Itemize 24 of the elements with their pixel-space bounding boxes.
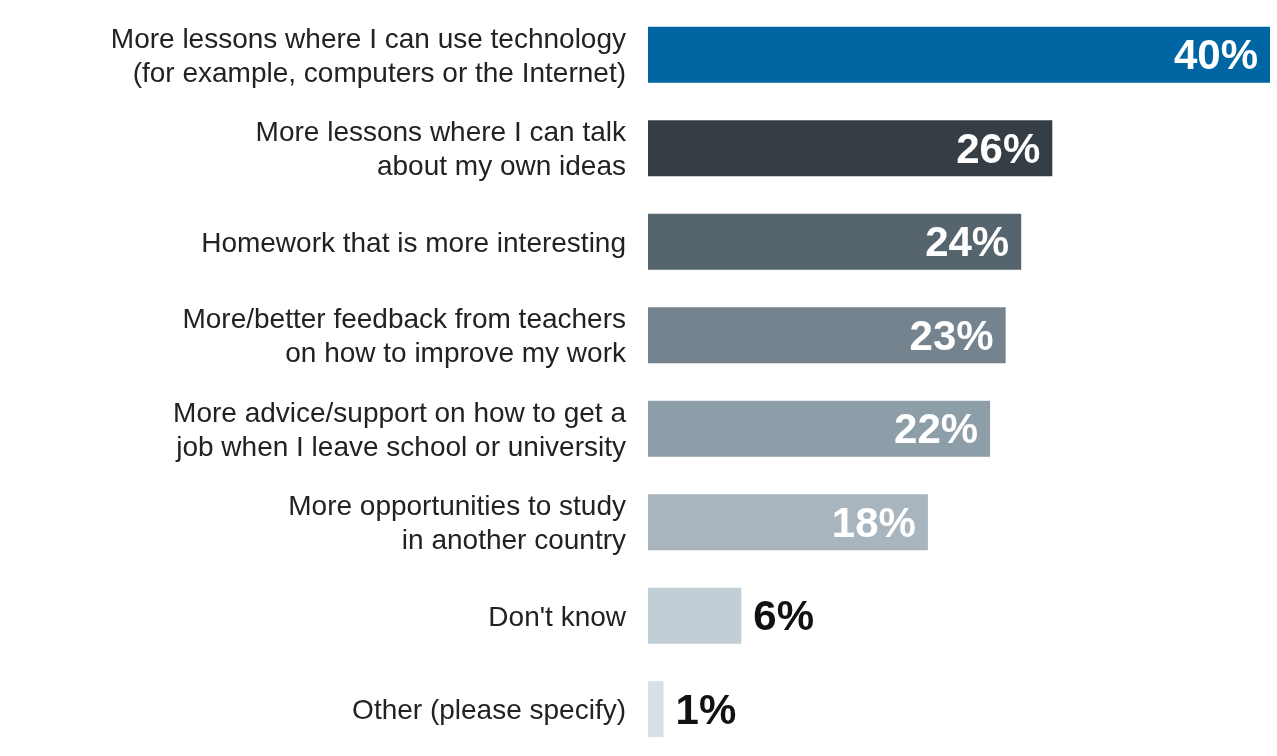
bar xyxy=(648,307,1006,364)
bar xyxy=(648,400,991,457)
y-tick-label: Other (please specify) xyxy=(352,693,626,725)
y-tick-label: Homework that is more interesting xyxy=(201,226,626,258)
y-tick-label: More opportunities to study in another country xyxy=(288,489,626,555)
data-label: 1% xyxy=(675,685,737,733)
data-label: 40% xyxy=(1173,31,1258,79)
bar xyxy=(648,494,928,551)
y-tick-label: More/better feedback from teachers on how to improve my work xyxy=(182,302,627,368)
data-label: 18% xyxy=(831,498,916,546)
data-label: 22% xyxy=(894,405,979,453)
y-tick-label: Don't know xyxy=(488,600,627,632)
y-tick-label: More lessons where I can talk about my own ideas xyxy=(255,115,627,181)
bar xyxy=(648,26,1270,83)
bar xyxy=(648,587,742,644)
bar xyxy=(648,120,1053,177)
y-tick-label: More lessons where I can use technology (for example, computers or the Internet) xyxy=(110,22,626,88)
data-label: 6% xyxy=(753,592,814,640)
bar xyxy=(648,681,664,738)
data-label: 23% xyxy=(909,311,994,359)
data-label: 26% xyxy=(956,124,1041,172)
bar xyxy=(648,213,1022,270)
data-label: 24% xyxy=(925,218,1010,266)
y-tick-label: More advice/support on how to get a job when I leave school or university xyxy=(173,396,627,462)
